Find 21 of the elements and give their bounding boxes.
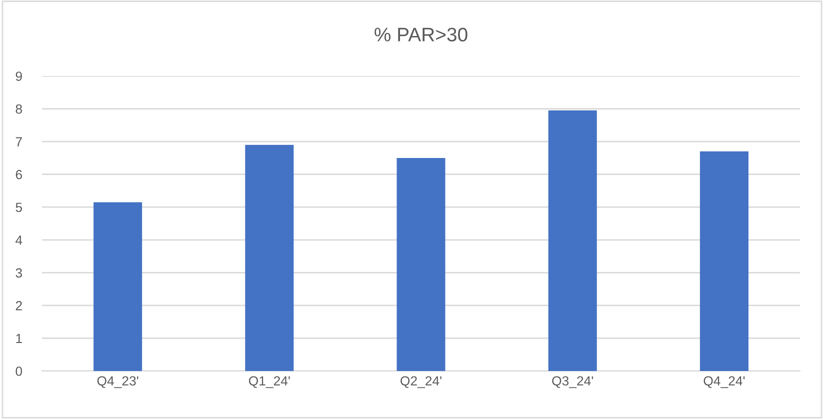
x-tick-label: Q3_24': [552, 376, 594, 388]
bar: [396, 158, 446, 371]
y-tick-label: 3: [16, 268, 22, 278]
x-tick-label: Q1_24': [248, 376, 290, 388]
y-tick-label: 8: [16, 104, 22, 114]
y-tick-label: 0: [16, 366, 22, 376]
x-tick-label: Q2_24': [400, 376, 442, 388]
y-tick-label: 5: [16, 202, 22, 212]
y-tick-label: 6: [16, 170, 22, 180]
x-tick-label: Q4_23': [97, 376, 138, 388]
chart-title: % PAR>30: [374, 28, 468, 42]
y-tick-label: 9: [16, 72, 22, 81]
y-tick-label: 2: [16, 301, 22, 310]
bar: [245, 144, 294, 371]
x-tick-label: Q4_24': [704, 376, 745, 388]
bar: [700, 151, 748, 371]
y-tick-label: 7: [16, 137, 22, 146]
y-tick-label: 1: [16, 334, 22, 344]
bar: [94, 202, 142, 371]
bar: [548, 110, 597, 371]
y-tick-label: 4: [16, 236, 22, 245]
